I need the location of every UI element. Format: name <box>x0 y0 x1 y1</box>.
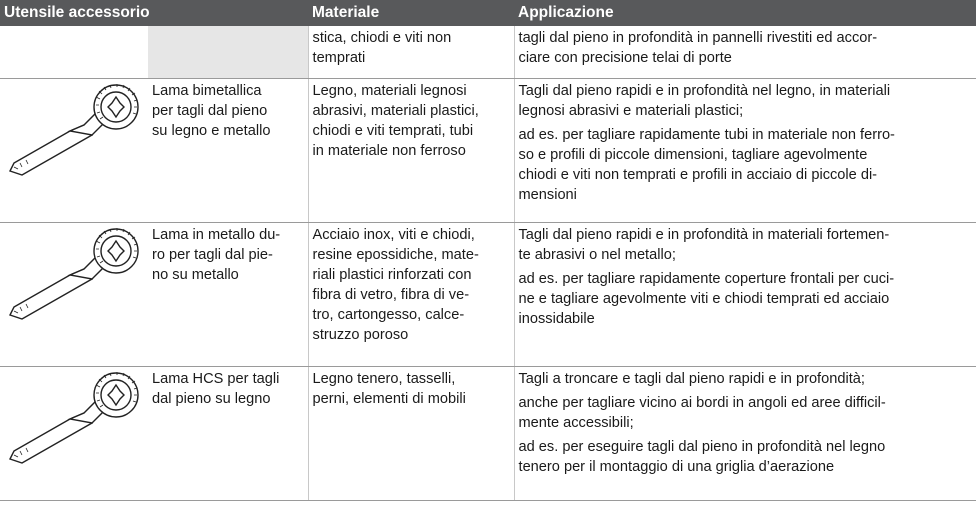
paragraph: Tagli dal pieno rapidi e in profondità n… <box>519 81 973 121</box>
accessory-table: Utensile accessorio Materiale Applicazio… <box>0 0 976 501</box>
table-row: Lama bimetallica per tagli dal pieno su le… <box>0 78 976 223</box>
text-line: Tagli dal pieno rapidi e in profondità n… <box>518 82 891 99</box>
text-line: mensioni <box>518 186 577 203</box>
paragraph: ad es. per tagliare rapidamente copertur… <box>519 269 973 329</box>
paragraph: tagli dal pieno in profondità in pannell… <box>519 28 973 68</box>
description-cell: Lama HCS per tagli dal pieno su legno <box>148 366 309 501</box>
header-cell: Applicazione <box>514 0 976 26</box>
description-cell: Lama bimetallica per tagli dal pieno su le… <box>148 78 309 223</box>
text-line: Acciaio inox, viti e chiodi, <box>312 226 475 243</box>
header-cell: Materiale <box>308 0 515 26</box>
text-line: abrasivi, materiali plastici, <box>312 102 479 119</box>
application-cell: Tagli a troncare e tagli dal pieno rapid… <box>514 366 976 501</box>
text-line: Tagli a troncare e tagli dal pieno rapid… <box>518 370 865 387</box>
paragraph: ad es. per tagliare rapidamente tubi in … <box>519 125 973 205</box>
text-line: per tagli dal pieno <box>152 102 268 119</box>
text-line: ad es. per eseguire tagli dal pieno in p… <box>518 438 886 455</box>
text-line: in materiale non ferroso <box>312 142 466 159</box>
text-line: ne e tagliare agevolmente viti e chiodi … <box>518 290 890 307</box>
material-cell: Legno, materiali legnosi abrasivi, materi… <box>308 78 515 223</box>
blade-icon <box>4 371 144 471</box>
text-line: temprati <box>312 50 366 66</box>
text-line: te abrasivi o nel metallo; <box>518 246 676 263</box>
tool-image-cell <box>0 78 148 223</box>
table-row: Lama HCS per tagli dal pieno su legno Legn… <box>0 366 976 501</box>
material-cell: stica, chiodi e viti non temprati <box>308 26 515 79</box>
text-line: tenero per il montaggio di una griglia d… <box>518 458 835 475</box>
tool-image-cell <box>0 26 148 79</box>
text-line: anche per tagliare vicino ai bordi in an… <box>518 394 886 411</box>
text-line: so e profili di piccole dimensioni, tagl… <box>518 146 868 163</box>
text-line: stica, chiodi e viti non <box>312 30 452 46</box>
text-line: Legno, materiali legnosi <box>312 82 467 99</box>
description-cell: Lama in metallo du-ro per tagli dal pie-… <box>148 222 309 367</box>
text-line: ro per tagli dal pie- <box>152 246 273 263</box>
text-line: chiodi e viti non temprati e profili in … <box>518 166 878 183</box>
text-line: dal pieno su legno <box>152 390 271 407</box>
text-line: mente accessibili; <box>518 414 634 431</box>
header-cell: Utensile accessorio <box>0 0 309 26</box>
paragraph: Tagli a troncare e tagli dal pieno rapid… <box>519 369 973 389</box>
material-cell: Legno tenero, tasselli, perni, elementi d… <box>308 366 515 501</box>
text-line: inossidabile <box>518 310 595 327</box>
blade-icon <box>4 227 144 327</box>
application-cell: tagli dal pieno in profondità in pannell… <box>514 26 976 79</box>
tool-image-cell <box>0 366 148 501</box>
text-line: no su metallo <box>152 266 239 283</box>
paragraph: ad es. per eseguire tagli dal pieno in p… <box>519 437 973 477</box>
text-line: perni, elementi di mobili <box>312 390 466 407</box>
header-row: Utensile accessorio Materiale Applicazio… <box>0 0 976 26</box>
text-line: chiodi e viti temprati, tubi <box>312 122 474 139</box>
text-line: tagli dal pieno in profondità in pannell… <box>518 30 878 46</box>
text-line: su legno e metallo <box>152 122 271 139</box>
table-row: Lama in metallo du-ro per tagli dal pie-… <box>0 222 976 367</box>
application-cell: Tagli dal pieno rapidi e in profondità n… <box>514 78 976 223</box>
application-cell: Tagli dal pieno rapidi e in profondità i… <box>514 222 976 367</box>
text-line: ciare con precisione telai di porte <box>518 50 732 66</box>
text-line: ad es. per tagliare rapidamente tubi in … <box>518 126 895 143</box>
paragraph: anche per tagliare vicino ai bordi in an… <box>519 393 973 433</box>
text-line: Legno tenero, tasselli, <box>312 370 456 387</box>
text-line: Lama in metallo du- <box>152 226 281 243</box>
text-line: struzzo poroso <box>312 326 409 343</box>
tool-image-cell <box>0 222 148 367</box>
table-row: stica, chiodi e viti non temprati tagli da… <box>0 26 976 79</box>
text-line: resine epossidiche, mate- <box>312 246 479 263</box>
paragraph: Tagli dal pieno rapidi e in profondità i… <box>519 225 973 265</box>
text-line: ad es. per tagliare rapidamente copertur… <box>518 270 895 287</box>
blade-icon <box>4 83 144 183</box>
text-line: legnosi abrasivi e materiali plastici; <box>518 102 744 119</box>
material-cell: Acciaio inox, viti e chiodi, resine eposs… <box>308 222 515 367</box>
text-line: Tagli dal pieno rapidi e in profondità i… <box>518 226 890 243</box>
text-line: Lama bimetallica <box>152 82 262 99</box>
text-line: tro, cartongesso, calce- <box>312 306 465 323</box>
text-line: riali plastici rinforzati con <box>312 266 472 283</box>
text-line: fibra di vetro, fibra di ve- <box>312 286 470 303</box>
description-cell <box>148 26 309 79</box>
text-line: Lama HCS per tagli <box>152 370 280 387</box>
